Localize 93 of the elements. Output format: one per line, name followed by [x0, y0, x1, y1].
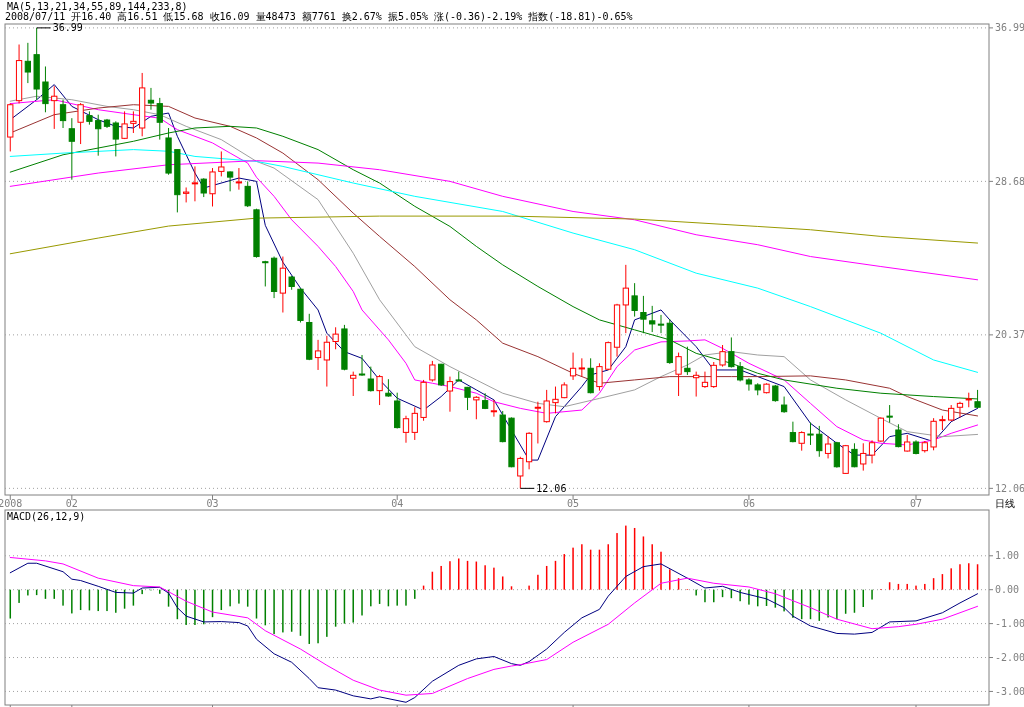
y-tick-label: 1.00 — [995, 550, 1020, 562]
x-tick-label: 03 — [206, 498, 219, 509]
candlestick — [473, 395, 480, 420]
x-tick-label: 05 — [567, 498, 580, 509]
y-tick-label: 28.68 — [995, 175, 1024, 187]
candlestick — [209, 167, 216, 207]
candlestick — [429, 360, 436, 383]
candlestick — [868, 439, 876, 464]
text: 开16.40 — [71, 11, 112, 22]
candlestick — [578, 357, 585, 378]
candlestick — [877, 416, 884, 443]
candlestick — [376, 374, 383, 406]
candlestick — [24, 42, 31, 84]
x-axis-title: 日线 — [995, 498, 1015, 509]
candlestick — [860, 442, 867, 472]
candlestick — [622, 264, 629, 334]
text: 高16.51 — [117, 11, 158, 22]
candlestick — [490, 399, 498, 418]
candlestick — [130, 110, 137, 134]
candlestick — [675, 352, 682, 397]
x-tick-label: 02 — [65, 498, 78, 509]
candlestick — [200, 177, 207, 198]
candlestick — [367, 366, 374, 393]
candlestick — [684, 346, 691, 376]
candlestick — [780, 396, 788, 414]
candlestick — [543, 389, 550, 424]
y-tick-label: 20.37 — [995, 329, 1024, 341]
candlestick — [534, 401, 542, 444]
candlestick — [191, 165, 199, 202]
candlestick — [244, 180, 251, 208]
annotation: 12.06 — [536, 482, 567, 494]
candlestick — [631, 282, 638, 318]
text: 2008/07/11 — [5, 11, 66, 22]
candlestick — [323, 335, 330, 388]
candlestick — [59, 99, 67, 129]
chart-title: MA(5,13,21,34,55,89,144,233,8) — [7, 1, 188, 12]
text: 低15.68 — [163, 11, 204, 22]
candlestick — [314, 339, 322, 371]
y-tick-label: 12.06 — [995, 482, 1024, 494]
x-tick-label: 07 — [909, 498, 923, 509]
text: 振5.05% — [387, 11, 428, 22]
candlestick — [42, 65, 49, 113]
candlestick — [657, 314, 665, 334]
candlestick — [798, 430, 805, 452]
candlestick — [569, 352, 577, 381]
y-tick-label: -3.00 — [995, 685, 1024, 697]
candlestick — [358, 354, 366, 377]
candlestick — [701, 371, 709, 389]
text: 指数(-18.81)-0.65% — [527, 11, 633, 22]
text: 收16.09 — [209, 11, 250, 22]
candlestick — [402, 415, 410, 444]
candlestick — [517, 456, 524, 489]
candlestick — [710, 361, 717, 389]
candlestick — [121, 110, 128, 140]
text: 额7761 — [301, 11, 336, 22]
x-tick-label: 06 — [742, 498, 755, 509]
candlestick — [235, 167, 243, 191]
candlestick — [218, 150, 225, 177]
candlestick — [51, 85, 58, 130]
candlestick — [147, 87, 155, 111]
annotation: 36.99 — [52, 22, 83, 34]
text: 换2.67% — [341, 11, 382, 22]
candlestick — [649, 305, 656, 333]
candlestick — [552, 386, 559, 414]
candlestick — [77, 102, 84, 145]
candlestick — [332, 326, 339, 350]
candlestick — [640, 295, 647, 334]
text: 涨(-0.36)-2.19% — [433, 11, 523, 22]
candlestick — [728, 336, 735, 369]
candlestick — [807, 422, 814, 446]
candlestick — [824, 435, 832, 459]
y-tick-label: 0.00 — [995, 584, 1020, 596]
line-series — [9, 149, 979, 373]
candlestick — [745, 377, 753, 392]
text: 量48473 — [255, 11, 296, 22]
candlestick — [956, 401, 964, 418]
candlestick — [446, 376, 454, 413]
line-series — [9, 215, 979, 255]
candlestick — [350, 371, 357, 397]
y-tick-label: 36.99 — [995, 22, 1024, 34]
x-tick-label: 04 — [391, 498, 404, 509]
y-tick-label: -1.00 — [995, 618, 1024, 630]
candlestick — [596, 362, 603, 392]
y-tick-label: -2.00 — [995, 652, 1024, 664]
candlestick — [816, 425, 823, 458]
candlestick — [719, 344, 726, 368]
candlestick — [851, 442, 858, 468]
candlestick — [693, 371, 700, 398]
candlestick — [183, 186, 190, 203]
candlestick — [411, 406, 418, 441]
chart-title: MACD(26,12,9) — [7, 511, 86, 522]
candlestick — [262, 260, 269, 287]
candlestick — [226, 170, 234, 192]
